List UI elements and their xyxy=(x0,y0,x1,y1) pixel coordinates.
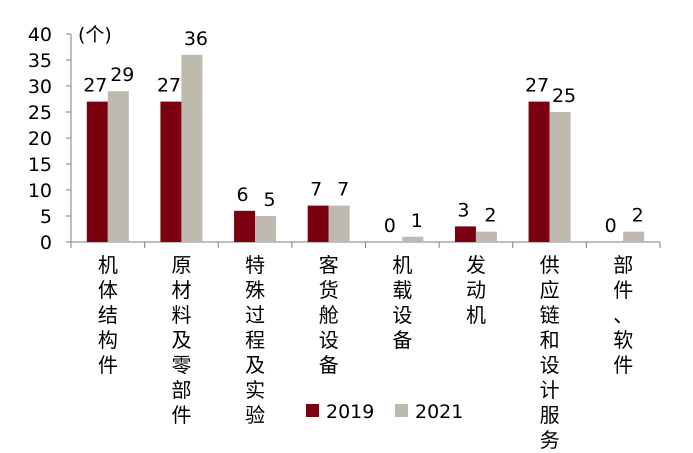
data-label-2019: 0 xyxy=(384,215,396,237)
bar-2019 xyxy=(86,101,108,242)
bar-2019 xyxy=(160,101,182,242)
category-labels: 机体结构件 原材料及零部件 特殊过程及实验 客货舱设备 机载设备 发动机 供应链和设计服务 部… xyxy=(98,253,633,452)
category-label: 部件、软件 xyxy=(613,253,633,377)
data-label-2021: 2 xyxy=(484,205,496,227)
bar-2019 xyxy=(234,210,256,242)
bar-2019 xyxy=(528,101,550,242)
data-label-2019: 0 xyxy=(605,215,617,237)
category-label: 特殊过程及实验 xyxy=(245,253,265,427)
category-label: 机体结构件 xyxy=(98,253,118,377)
bar-2021 xyxy=(255,216,277,242)
data-label-2019: 6 xyxy=(237,184,249,206)
category-label: 机载设备 xyxy=(392,253,412,352)
data-label-2021: 2 xyxy=(632,205,644,227)
data-label-2021: 7 xyxy=(337,179,349,201)
category-label: 客货舱设备 xyxy=(319,253,339,377)
y-tick-label: 5 xyxy=(40,206,52,228)
data-label-2021: 25 xyxy=(552,85,576,107)
bar-2021 xyxy=(107,91,129,242)
data-label-2021: 36 xyxy=(184,28,208,50)
bars xyxy=(86,54,645,242)
data-label-2019: 27 xyxy=(525,75,549,97)
bar-2021 xyxy=(475,231,497,242)
y-tick-label: 0 xyxy=(40,232,52,254)
bar-2019 xyxy=(454,226,476,242)
data-label-2019: 27 xyxy=(157,75,181,97)
bar-2021 xyxy=(623,231,645,242)
data-label-2021: 5 xyxy=(264,189,276,211)
legend-label-2021: 2021 xyxy=(415,401,463,423)
unit-label: (个) xyxy=(78,24,112,46)
bar-2021 xyxy=(549,112,571,242)
legend-label-2019: 2019 xyxy=(326,401,374,423)
y-tick-label: 20 xyxy=(28,128,52,150)
category-label: 供应链和设计服务 xyxy=(540,253,560,452)
y-tick-label: 40 xyxy=(28,24,52,46)
legend-swatch-2021 xyxy=(395,404,408,417)
bar-2021 xyxy=(181,54,203,242)
data-label-2019: 7 xyxy=(310,179,322,201)
y-tick-label: 30 xyxy=(28,76,52,98)
bar-2021 xyxy=(328,205,350,242)
data-label-2021: 1 xyxy=(411,210,423,232)
data-label-2021: 29 xyxy=(110,64,134,86)
legend: 2019 2021 xyxy=(306,401,463,423)
y-tick-label: 25 xyxy=(28,102,52,124)
y-tick-label: 10 xyxy=(28,180,52,202)
data-label-2019: 3 xyxy=(457,199,469,221)
bar-2019 xyxy=(307,205,329,242)
category-label: 发动机 xyxy=(466,253,486,327)
bar-2021 xyxy=(402,236,424,242)
y-tick-label: 35 xyxy=(28,50,52,72)
category-label: 原材料及零部件 xyxy=(171,253,191,427)
y-tick-label: 15 xyxy=(28,154,52,176)
data-label-2019: 27 xyxy=(83,75,107,97)
legend-swatch-2019 xyxy=(306,404,319,417)
